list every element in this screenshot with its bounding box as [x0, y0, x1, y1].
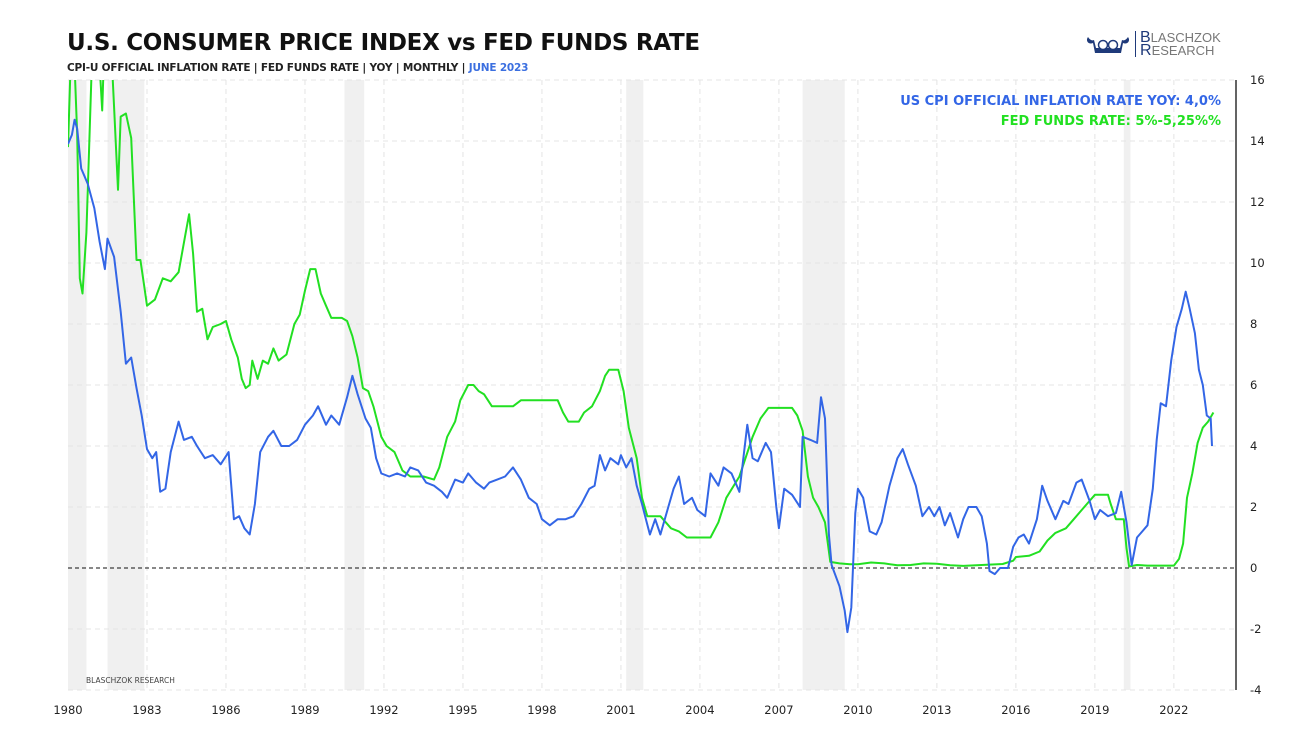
y-tick-label: 12	[1250, 195, 1265, 209]
x-tick-label: 1989	[290, 703, 319, 717]
subtitle-main: CPI-U OFFICIAL INFLATION RATE | FED FUND…	[67, 62, 469, 74]
x-tick-label: 2001	[606, 703, 635, 717]
x-tick-label: 1986	[211, 703, 240, 717]
longship-logo-icon	[1086, 37, 1130, 53]
series-line-fed	[68, 80, 1215, 568]
legend-fed: FED FUNDS RATE: 5%-5,25%%	[1001, 114, 1221, 129]
x-tick-label: 2019	[1080, 703, 1109, 717]
y-tick-label: -4	[1250, 683, 1261, 697]
x-tick-label: 2022	[1159, 703, 1188, 717]
x-tick-label: 1992	[369, 703, 398, 717]
x-tick-label: 1995	[448, 703, 477, 717]
y-tick-label: 2	[1250, 500, 1257, 514]
y-tick-labels: -4 -2 0 2 4 6 8 10 12 14 16	[1250, 73, 1265, 697]
brand-name: BLASCHZOK RESEARCH	[1135, 30, 1221, 59]
x-tick-label: 2013	[922, 703, 951, 717]
y-tick-label: -2	[1250, 622, 1261, 636]
y-tick-label: 4	[1250, 439, 1257, 453]
y-tick-label: 10	[1250, 256, 1265, 270]
y-tick-label: 14	[1250, 134, 1265, 148]
subtitle-date: JUNE 2023	[468, 62, 529, 74]
x-tick-label: 2004	[685, 703, 714, 717]
y-tick-label: 0	[1250, 561, 1257, 575]
y-tick-label: 6	[1250, 378, 1257, 392]
x-tick-label: 2016	[1001, 703, 1030, 717]
gridlines	[68, 79, 1236, 691]
x-tick-label: 2010	[843, 703, 872, 717]
x-tick-label: 1983	[132, 703, 161, 717]
chart-subtitle: CPI-U OFFICIAL INFLATION RATE | FED FUND…	[67, 62, 528, 74]
brand-logo: BLASCHZOK RESEARCH	[1085, 28, 1221, 60]
y-tick-label: 16	[1250, 73, 1265, 87]
chart-title: U.S. CONSUMER PRICE INDEX vs FED FUNDS R…	[67, 30, 700, 56]
series-lines	[68, 80, 1215, 634]
legend-cpi: US CPI OFFICIAL INFLATION RATE YOY: 4,0%	[900, 94, 1221, 109]
x-tick-label: 2007	[764, 703, 793, 717]
recession-band	[626, 80, 644, 690]
x-tick-labels: 1980 1983 1986 1989 1992 1995 1998 2001 2004 2007…	[53, 703, 1188, 717]
watermark: BLASCHZOK RESEARCH	[86, 676, 175, 685]
y-tick-label: 8	[1250, 317, 1257, 331]
x-tick-label: 1980	[53, 703, 82, 717]
series-line-cpi	[68, 118, 1213, 634]
x-tick-label: 1998	[527, 703, 556, 717]
recession-band	[1123, 80, 1131, 690]
